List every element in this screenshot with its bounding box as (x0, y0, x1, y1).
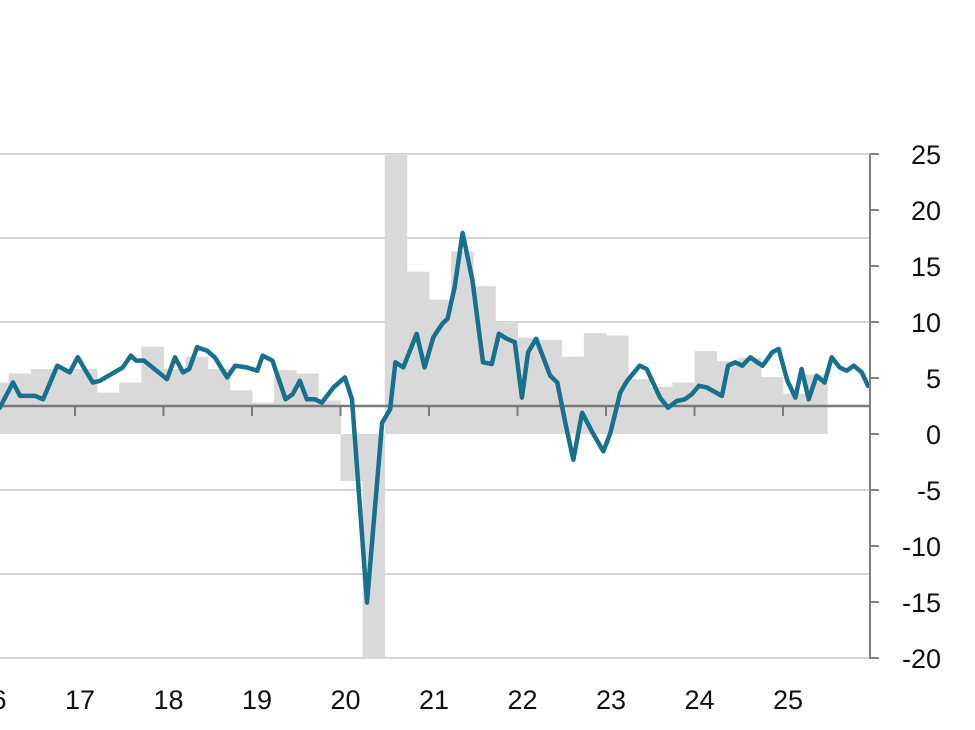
bar (650, 386, 673, 434)
gridlines (0, 153, 870, 659)
x-tick-label: 23 (596, 685, 626, 715)
bar (52, 369, 76, 434)
bar (207, 369, 231, 434)
x-tick-label: 17 (65, 685, 95, 715)
x-tick-label: 25 (773, 685, 803, 715)
bar (451, 251, 474, 434)
bar (583, 333, 607, 434)
y-tick-label: 20 (911, 196, 941, 226)
x-axis: 16 17 18 19 20 21 22 23 24 25 (0, 685, 803, 715)
x-tick-label: 22 (507, 685, 537, 715)
right-axis: 25 20 15 10 5 0 -5 -10 -15 -20 (869, 140, 941, 674)
bar (738, 357, 762, 434)
x-tick-label: 18 (153, 685, 183, 715)
line-path (0, 230, 870, 605)
line-series (0, 230, 870, 605)
bar (119, 382, 142, 434)
bar (384, 154, 408, 435)
bar (229, 390, 253, 434)
x-tick-label: 19 (242, 685, 272, 715)
y-tick-label: 25 (911, 140, 941, 170)
y-tick-label: -20 (902, 644, 941, 674)
bar-series (0, 154, 828, 659)
y-tick-label: -5 (917, 476, 941, 506)
bar (517, 337, 541, 434)
y-tick-label: 15 (911, 252, 941, 282)
bar (252, 402, 275, 434)
x-tick-label: 24 (684, 685, 714, 715)
y-tick-label: -15 (902, 588, 941, 618)
bar (318, 400, 341, 434)
bar (672, 382, 695, 434)
y-tick-label: 10 (911, 308, 941, 338)
bar (362, 434, 386, 659)
bar (694, 351, 718, 434)
bar (783, 393, 806, 434)
zero-line (0, 404, 870, 416)
bar (185, 356, 209, 434)
y-tick-label: 0 (926, 420, 941, 450)
bar (97, 392, 120, 434)
bar (163, 369, 187, 434)
bar (141, 346, 164, 434)
x-tick-label: 21 (419, 685, 449, 715)
bar (561, 356, 585, 434)
bar (606, 335, 629, 434)
x-tick-label: 20 (330, 685, 360, 715)
bar (406, 271, 430, 434)
bar (0, 382, 10, 434)
y-tick-label: 5 (926, 364, 941, 394)
x-tick-label: 16 (0, 685, 7, 715)
y-tick-label: -10 (902, 532, 941, 562)
bar (75, 369, 98, 434)
bar (716, 361, 740, 434)
